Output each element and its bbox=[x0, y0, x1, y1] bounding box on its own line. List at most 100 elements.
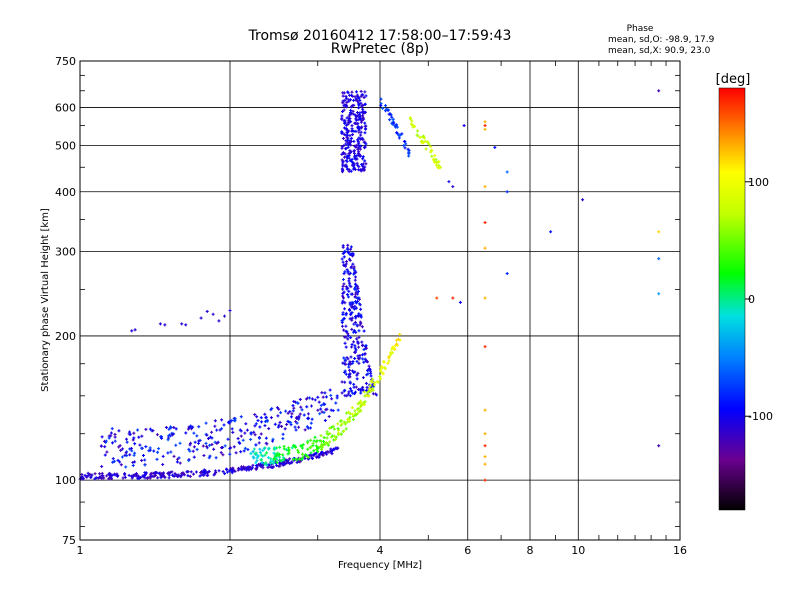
data-point bbox=[355, 143, 359, 147]
data-point bbox=[290, 460, 294, 464]
data-point bbox=[352, 322, 356, 326]
data-point bbox=[429, 145, 433, 149]
data-point bbox=[107, 472, 111, 476]
data-point bbox=[433, 154, 437, 158]
data-point bbox=[346, 90, 350, 94]
data-point bbox=[359, 133, 363, 137]
data-point bbox=[189, 441, 193, 445]
data-point bbox=[359, 89, 363, 93]
data-point bbox=[393, 124, 397, 128]
data-point bbox=[321, 395, 325, 399]
data-point bbox=[296, 448, 300, 452]
axis-ticks: 1 2 4 6 8 10 16 75 100 200 300 400 500 600 750 bbox=[55, 55, 687, 557]
data-point bbox=[351, 412, 355, 416]
data-point bbox=[345, 160, 349, 164]
data-point bbox=[362, 390, 366, 394]
data-point bbox=[206, 437, 210, 441]
data-point bbox=[342, 389, 346, 393]
data-point bbox=[289, 420, 293, 424]
data-point bbox=[345, 103, 349, 107]
data-point bbox=[348, 368, 352, 372]
data-point bbox=[374, 392, 378, 396]
data-point bbox=[81, 477, 85, 481]
data-point bbox=[363, 131, 367, 135]
data-point bbox=[129, 446, 133, 450]
data-point bbox=[362, 168, 366, 172]
data-point bbox=[364, 162, 368, 166]
data-point bbox=[309, 421, 313, 425]
data-point bbox=[350, 369, 354, 373]
data-point bbox=[140, 458, 144, 462]
data-point bbox=[351, 167, 355, 171]
data-point bbox=[342, 272, 346, 276]
data-point bbox=[328, 432, 332, 436]
data-point bbox=[148, 476, 152, 480]
data-point bbox=[225, 470, 229, 474]
data-point bbox=[359, 389, 363, 393]
data-point bbox=[301, 443, 305, 447]
data-point bbox=[368, 387, 372, 391]
data-point bbox=[339, 423, 343, 427]
data-point bbox=[356, 402, 360, 406]
data-point bbox=[195, 447, 199, 451]
data-point bbox=[347, 257, 351, 261]
data-point bbox=[357, 302, 361, 306]
data-point bbox=[171, 473, 175, 477]
data-point bbox=[117, 429, 121, 433]
data-point bbox=[351, 414, 355, 418]
data-point bbox=[221, 445, 225, 449]
data-point bbox=[329, 393, 333, 397]
data-point bbox=[251, 455, 255, 459]
data-point bbox=[194, 470, 198, 474]
data-point bbox=[99, 444, 103, 448]
data-point bbox=[113, 432, 117, 436]
data-point bbox=[329, 425, 333, 429]
data-point bbox=[354, 301, 358, 305]
data-point bbox=[303, 453, 307, 457]
data-point bbox=[348, 360, 352, 364]
data-point bbox=[191, 425, 195, 429]
data-point bbox=[353, 268, 357, 272]
data-point bbox=[358, 320, 362, 324]
data-point bbox=[407, 154, 411, 158]
data-point bbox=[483, 185, 487, 189]
data-point bbox=[243, 467, 247, 471]
data-point bbox=[363, 102, 367, 106]
data-point bbox=[294, 445, 298, 449]
data-point bbox=[283, 462, 287, 466]
data-point bbox=[356, 289, 360, 293]
data-point bbox=[354, 413, 358, 417]
data-point bbox=[427, 142, 431, 146]
data-point bbox=[350, 292, 354, 296]
data-point bbox=[346, 337, 350, 341]
data-point bbox=[350, 93, 354, 97]
data-point bbox=[342, 356, 346, 360]
data-point bbox=[255, 459, 259, 463]
data-point bbox=[223, 472, 227, 476]
data-point bbox=[220, 427, 224, 431]
data-point bbox=[348, 411, 352, 415]
data-point bbox=[319, 447, 323, 451]
data-point bbox=[344, 133, 348, 137]
data-point bbox=[180, 322, 184, 326]
data-point bbox=[387, 359, 391, 363]
data-point bbox=[383, 367, 387, 371]
data-point bbox=[343, 307, 347, 311]
data-point bbox=[228, 309, 232, 313]
data-point bbox=[285, 448, 289, 452]
data-point bbox=[355, 373, 359, 377]
data-point bbox=[282, 444, 286, 448]
data-point bbox=[363, 352, 367, 356]
data-point bbox=[205, 433, 209, 437]
data-point bbox=[346, 417, 350, 421]
data-point bbox=[240, 468, 244, 472]
data-point bbox=[343, 422, 347, 426]
data-point bbox=[187, 447, 191, 451]
data-point bbox=[174, 473, 178, 477]
data-point bbox=[384, 104, 388, 108]
data-point bbox=[103, 453, 107, 457]
data-point bbox=[356, 285, 360, 289]
data-point bbox=[343, 250, 347, 254]
data-point bbox=[353, 282, 357, 286]
data-point bbox=[341, 284, 345, 288]
